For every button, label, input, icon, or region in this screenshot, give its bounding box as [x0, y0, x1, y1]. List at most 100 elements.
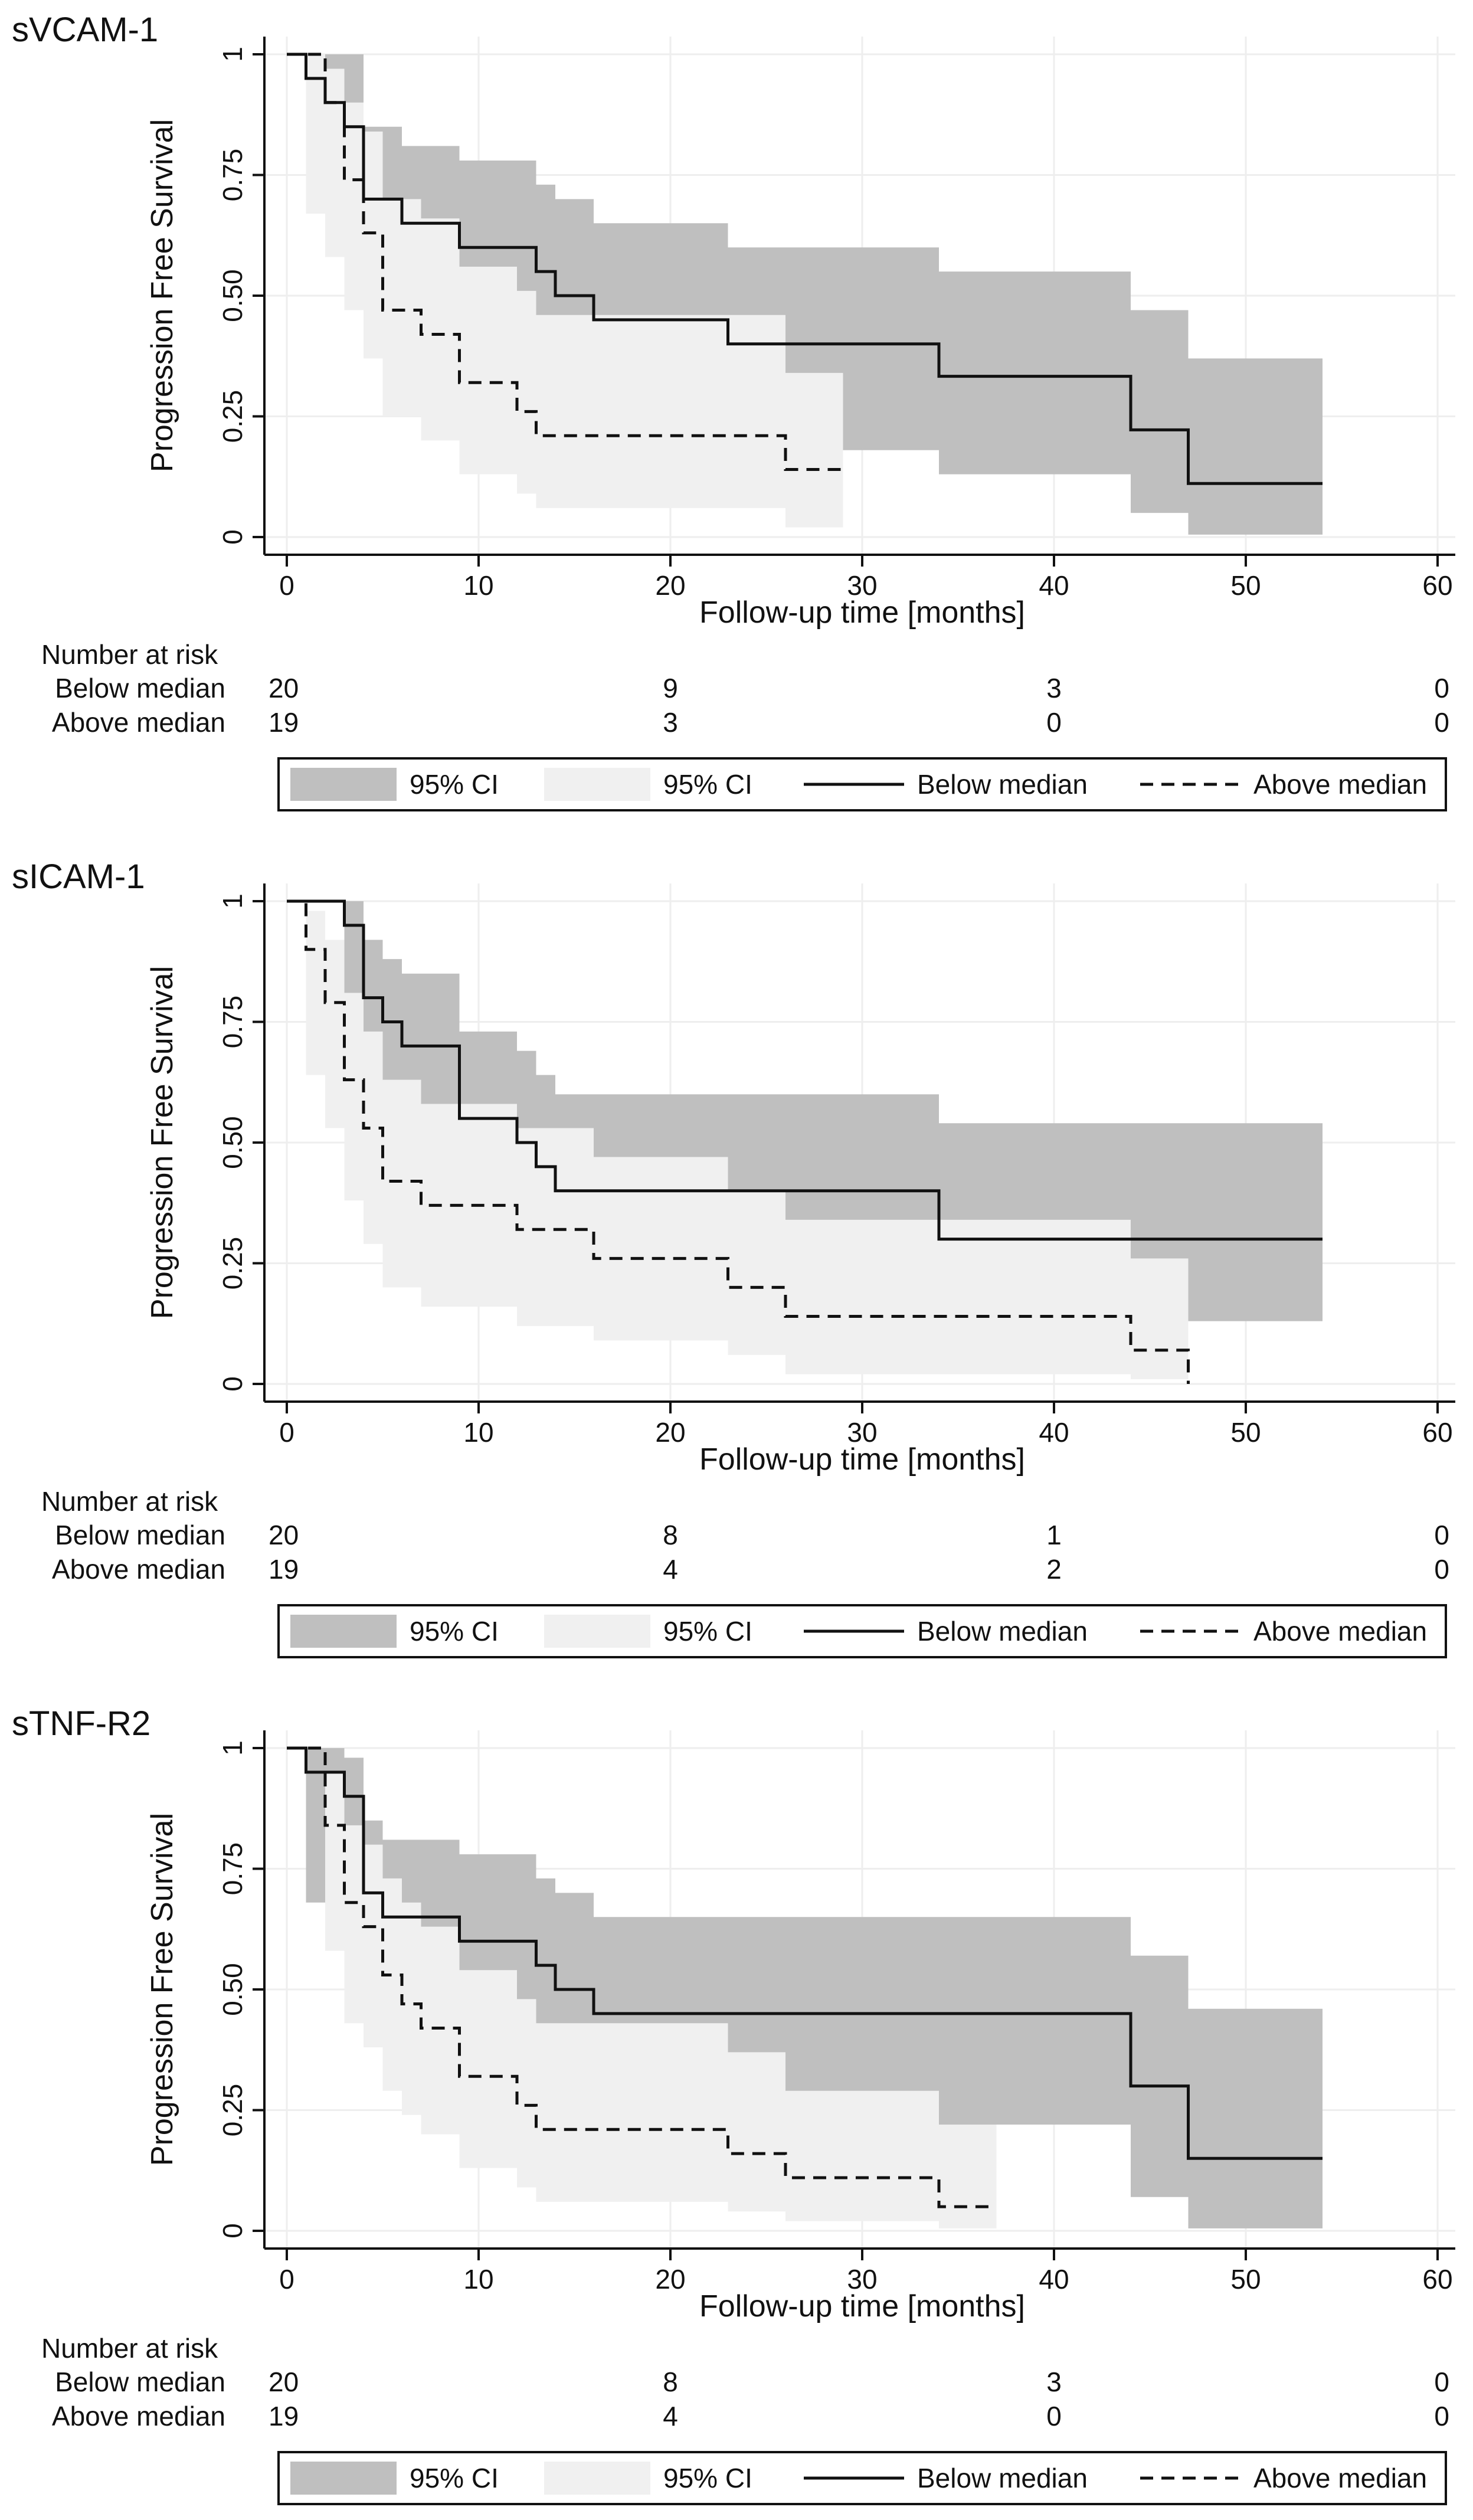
risk-count: 20 — [269, 2367, 299, 2397]
risk-count: 20 — [269, 1520, 299, 1550]
x-tick-label: 50 — [1230, 1417, 1261, 1448]
km-curve-above-median — [287, 53, 843, 471]
risk-count: 2 — [1046, 1554, 1062, 1585]
ci-band-above — [287, 54, 843, 528]
y-tick-label: 0 — [217, 2223, 248, 2238]
y-tick-label: 0.50 — [217, 1116, 248, 1169]
x-axis-label: Follow-up time [months] — [699, 595, 1025, 630]
legend-label: Above median — [1253, 769, 1427, 800]
y-axis-label: Progression Free Survival — [145, 119, 179, 472]
x-tick-label: 60 — [1422, 2264, 1452, 2295]
risk-row-label: Below median — [55, 673, 225, 703]
y-tick-label: 1 — [217, 47, 248, 62]
km-curve-above-median — [287, 899, 1190, 1384]
risk-count: 19 — [269, 707, 299, 738]
y-tick-label: 0.75 — [217, 1842, 248, 1896]
legend-label: 95% CI — [663, 769, 752, 800]
risk-count: 0 — [1434, 2401, 1449, 2431]
legend-label: 95% CI — [410, 769, 499, 800]
x-tick-label: 40 — [1039, 2264, 1069, 2295]
risk-count: 0 — [1434, 707, 1449, 738]
km-curve-below-median — [287, 899, 1323, 1241]
legend-label: 95% CI — [663, 1616, 752, 1647]
risk-count: 8 — [663, 1520, 678, 1550]
legend-label: Below median — [917, 769, 1088, 800]
y-tick-label: 0.25 — [217, 2084, 248, 2137]
legend-swatch-ci — [544, 768, 650, 801]
y-tick-label: 0 — [217, 529, 248, 545]
risk-count: 0 — [1434, 1520, 1449, 1550]
legend-swatch-ci — [290, 1615, 397, 1648]
legend-swatch-ci — [290, 2462, 397, 2495]
y-tick-label: 0.75 — [217, 996, 248, 1049]
risk-count: 0 — [1434, 2367, 1449, 2397]
km-curve-above-median — [287, 1746, 997, 2208]
x-tick-label: 30 — [847, 570, 877, 601]
legend-swatch-ci — [544, 2462, 650, 2495]
x-tick-label: 40 — [1039, 1417, 1069, 1448]
x-tick-label: 10 — [463, 2264, 493, 2295]
x-tick-label: 0 — [279, 570, 294, 601]
risk-count: 19 — [269, 1554, 299, 1585]
y-tick-label: 1 — [217, 894, 248, 909]
risk-count: 20 — [269, 673, 299, 703]
y-tick-label: 0.50 — [217, 269, 248, 322]
legend-label: 95% CI — [663, 2463, 752, 2493]
ci-band-above — [287, 901, 1189, 1384]
legend: 95% CI 95% CI Below median Above median — [277, 2451, 1447, 2505]
x-tick-label: 40 — [1039, 570, 1069, 601]
y-tick-label: 1 — [217, 1740, 248, 1756]
risk-row-label: Above median — [52, 707, 225, 738]
x-tick-label: 0 — [279, 1417, 294, 1448]
risk-count: 4 — [663, 1554, 678, 1585]
risk-count: 9 — [663, 673, 678, 703]
risk-count: 19 — [269, 2401, 299, 2431]
risk-count: 0 — [1434, 1554, 1449, 1585]
risk-count: 0 — [1434, 673, 1449, 703]
risk-count: 3 — [1046, 673, 1062, 703]
y-tick-label: 0.50 — [217, 1963, 248, 2016]
legend-swatch-ci — [290, 768, 397, 801]
legend-label: 95% CI — [410, 1616, 499, 1647]
x-tick-label: 50 — [1230, 570, 1261, 601]
y-tick-label: 0.75 — [217, 149, 248, 202]
ci-band-below — [287, 1748, 1323, 2228]
legend-label: Below median — [917, 1616, 1088, 1647]
legend-label: 95% CI — [410, 2463, 499, 2493]
risk-table-header: Number at risk — [41, 1486, 218, 1517]
y-axis-label: Progression Free Survival — [145, 966, 179, 1319]
risk-count: 1 — [1046, 1520, 1062, 1550]
risk-row-label: Below median — [55, 1520, 225, 1550]
x-tick-label: 60 — [1422, 1417, 1452, 1448]
legend-swatch-ci — [544, 1615, 650, 1648]
x-tick-label: 60 — [1422, 570, 1452, 601]
km-curve-below-median — [287, 1746, 1323, 2160]
risk-row-label: Above median — [52, 2401, 225, 2431]
x-tick-label: 20 — [655, 1417, 685, 1448]
x-tick-label: 10 — [463, 1417, 493, 1448]
risk-count: 8 — [663, 2367, 678, 2397]
panel-title: sVCAM-1 — [12, 11, 158, 49]
legend-label: Below median — [917, 2463, 1088, 2493]
x-tick-label: 50 — [1230, 2264, 1261, 2295]
x-tick-label: 30 — [847, 1417, 877, 1448]
risk-count: 0 — [1046, 2401, 1062, 2431]
y-axis-label: Progression Free Survival — [145, 1813, 179, 2166]
legend-label: Above median — [1253, 2463, 1427, 2493]
x-tick-label: 20 — [655, 570, 685, 601]
y-tick-label: 0.25 — [217, 1237, 248, 1290]
legend-label: Above median — [1253, 1616, 1427, 1647]
risk-table-header: Number at risk — [41, 2333, 218, 2364]
x-tick-label: 10 — [463, 570, 493, 601]
y-tick-label: 0 — [217, 1376, 248, 1392]
y-tick-label: 0.25 — [217, 390, 248, 443]
risk-count: 3 — [663, 707, 678, 738]
risk-count: 3 — [1046, 2367, 1062, 2397]
x-axis-label: Follow-up time [months] — [699, 2289, 1025, 2323]
panel-title: sICAM-1 — [12, 858, 145, 896]
